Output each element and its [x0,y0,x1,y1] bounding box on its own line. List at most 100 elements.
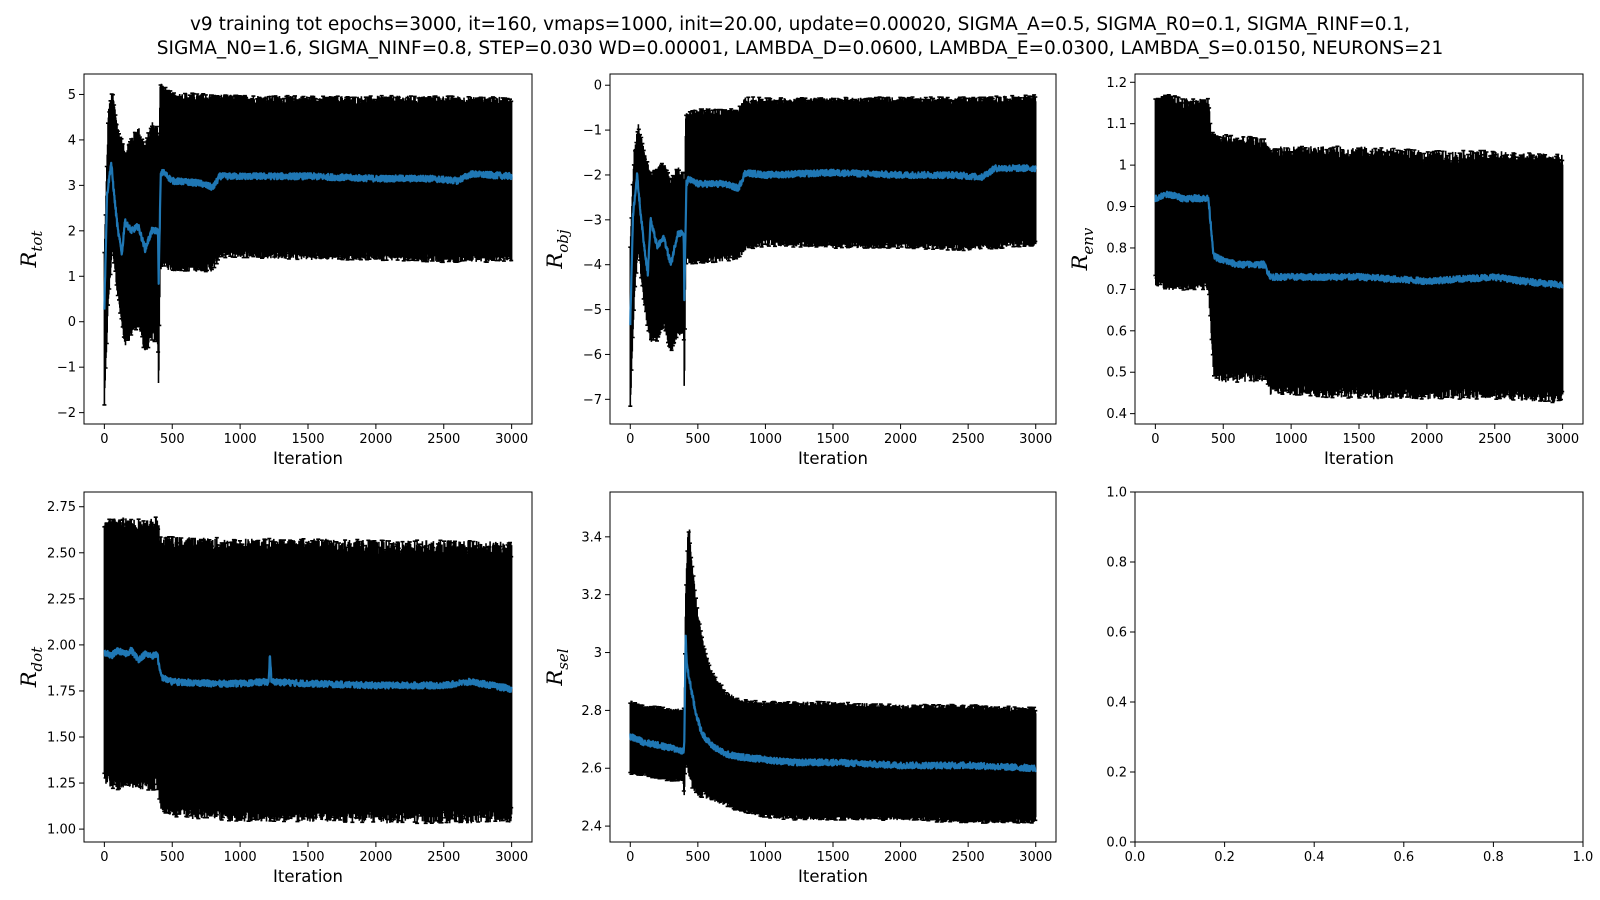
x-tick-label: 3000 [1019,432,1052,447]
y-axis-label: Rsel [543,648,572,686]
chart-panel-2: 0 500 1000 1500 2000 2500 3000 −7 −6 −5 −4 −3 −2 −1 0 I… [543,73,1057,468]
y-tick-label: 2 [68,224,76,239]
error-bars [102,516,514,825]
x-tick-label: 0.2 [1214,850,1235,865]
x-tick-label: 0.6 [1393,850,1414,865]
y-tick-label: 0.6 [1106,324,1127,339]
x-tick-label: 3000 [1546,432,1579,447]
y-tick-label: −4 [583,258,602,273]
y-axis-label: Robj [543,229,572,269]
x-tick-label: 1500 [291,432,324,447]
x-tick-label: 0 [100,432,108,447]
x-tick-label: 500 [685,850,710,865]
y-tick-label: 2.75 [47,500,76,515]
x-tick-label: 0.8 [1483,850,1504,865]
x-tick-label: 3000 [1019,850,1052,865]
y-tick-label: 1.1 [1106,117,1127,132]
y-tick-label: 5 [68,88,76,103]
x-tick-label: 1500 [816,850,849,865]
figure-title-line-2: SIGMA_N0=1.6, SIGMA_NINF=0.8, STEP=0.030… [156,38,1444,59]
x-tick-label: 2500 [1478,432,1511,447]
y-tick-label: 0.0 [1106,836,1127,851]
y-tick-label: −1 [583,124,602,139]
y-tick-label: 4 [68,133,76,148]
plot-area [102,83,514,406]
x-tick-label: 2000 [359,850,392,865]
x-tick-label: 1.0 [1573,850,1594,865]
y-tick-label: 2.25 [47,592,76,607]
axes-frame [1134,491,1584,843]
y-tick-label: 1.50 [47,731,76,746]
x-axis-label: Iteration [798,449,868,468]
x-tick-label: 2000 [1410,432,1443,447]
y-tick-label: 3.4 [581,530,602,545]
y-tick-label: −6 [583,348,602,363]
y-tick-label: 2.00 [47,638,76,653]
chart-panel-3: 0 500 1000 1500 2000 2500 3000 0.4 0.5 0.6 0.7 0.8 0… [1068,73,1584,468]
x-tick-label: 500 [160,850,185,865]
x-tick-label: 1000 [749,432,782,447]
x-tick-label: 1000 [749,850,782,865]
y-axis-label-subscript: obj [554,229,572,253]
chart-panel-6: 0.0 0.2 0.4 0.6 0.8 1.0 0.0 0.2 0.4 0.6 0.8 1.0 [1106,486,1593,866]
y-tick-label: 0 [68,315,76,330]
y-tick-label: 3.2 [581,588,602,603]
x-tick-label: 2500 [427,432,460,447]
x-tick-label: 500 [160,432,185,447]
mean-line [103,161,513,310]
y-tick-label: −2 [57,406,76,421]
y-tick-label: −7 [583,393,602,408]
x-tick-label: 1500 [291,850,324,865]
y-axis-label: Renv [1068,227,1097,271]
chart-panel-5: 0 500 1000 1500 2000 2500 3000 2.4 2.6 2.8 3 3.2 3.4… [543,491,1057,886]
y-tick-label: 0.8 [1106,241,1127,256]
error-bars [628,529,1038,824]
y-axis-label-main: R [543,253,567,270]
x-tick-label: 1000 [224,850,257,865]
x-tick-label: 1000 [1275,432,1308,447]
x-tick-label: 2000 [359,432,392,447]
chart-panel-4: 0 500 1000 1500 2000 2500 3000 1.00 1.25 1.50 1.75… [17,491,533,886]
x-tick-label: 500 [685,432,710,447]
x-tick-label: 2000 [884,432,917,447]
y-tick-label: 0.2 [1106,766,1127,781]
mean-line [629,164,1037,326]
y-tick-label: 0.9 [1106,200,1127,215]
x-tick-label: 1500 [816,432,849,447]
x-tick-label: 0 [1151,432,1159,447]
y-axis-label-subscript: env [1079,227,1097,255]
plot-area [628,529,1038,824]
y-tick-label: 2.4 [581,820,602,835]
y-axis-label: Rdot [17,646,46,688]
x-tick-label: 0 [626,850,634,865]
error-bars [1153,94,1565,404]
y-axis-label-subscript: sel [554,648,572,670]
x-tick-label: 0 [100,850,108,865]
x-tick-label: 2500 [952,432,985,447]
y-tick-label: 2.6 [581,762,602,777]
y-tick-label: 0.5 [1106,366,1127,381]
y-tick-label: 1.75 [47,684,76,699]
y-tick-label: 2.8 [581,704,602,719]
figure-title-line-1: v9 training tot epochs=3000, it=160, vma… [189,14,1411,35]
plot-area [628,94,1038,407]
y-tick-label: 3 [594,646,602,661]
y-tick-label: 1 [1119,159,1127,174]
plot-area [102,516,514,825]
x-axis-label: Iteration [273,867,343,886]
y-tick-label: 1.0 [1106,486,1127,501]
x-tick-label: 2000 [884,850,917,865]
x-axis-label: Iteration [273,449,343,468]
x-tick-label: 0.4 [1304,850,1325,865]
y-axis-label-subscript: tot [28,230,46,252]
y-axis-label-main: R [1068,254,1092,271]
x-tick-label: 0 [626,432,634,447]
y-tick-label: 0.4 [1106,696,1127,711]
y-axis-label-main: R [17,251,41,268]
mean-line [103,646,513,693]
y-axis-label-subscript: dot [28,646,46,672]
y-tick-label: 0.6 [1106,626,1127,641]
y-tick-label: 1.25 [47,777,76,792]
x-tick-label: 0.0 [1125,850,1146,865]
